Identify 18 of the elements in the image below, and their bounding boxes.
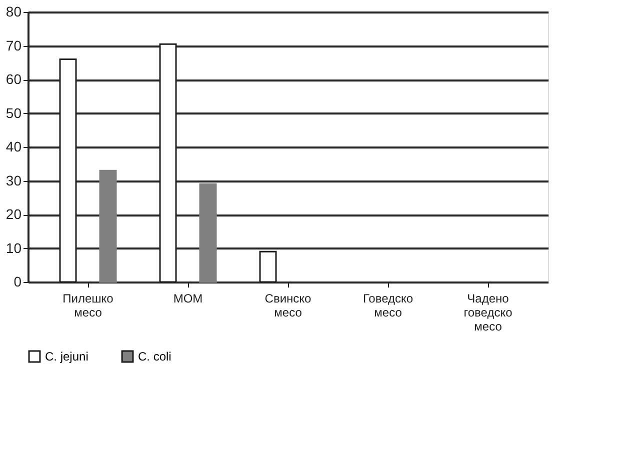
legend-label: C. jejuni: [45, 350, 88, 364]
x-tick-label: МОМ: [173, 292, 203, 306]
legend-label: C. coli: [138, 350, 172, 364]
y-tick-label: 0: [14, 274, 22, 290]
y-tick-label: 30: [6, 172, 22, 188]
y-tick-label: 10: [6, 240, 22, 256]
y-tick-label: 20: [6, 206, 22, 222]
y-tick-label: 50: [6, 104, 22, 121]
x-tick-label: Свинско месо: [264, 292, 312, 320]
bar: [199, 183, 217, 283]
x-tick-label: Говедско месо: [362, 292, 414, 320]
x-tick-label: Чадено говедско месо: [464, 292, 513, 334]
bar: [99, 170, 117, 283]
y-tick-label: 60: [6, 71, 22, 87]
y-tick-label: 80: [6, 4, 22, 20]
y-tick-label: 40: [6, 138, 22, 154]
y-tick-label: 70: [6, 37, 22, 54]
x-tick-label: Пилешко месо: [62, 292, 114, 320]
